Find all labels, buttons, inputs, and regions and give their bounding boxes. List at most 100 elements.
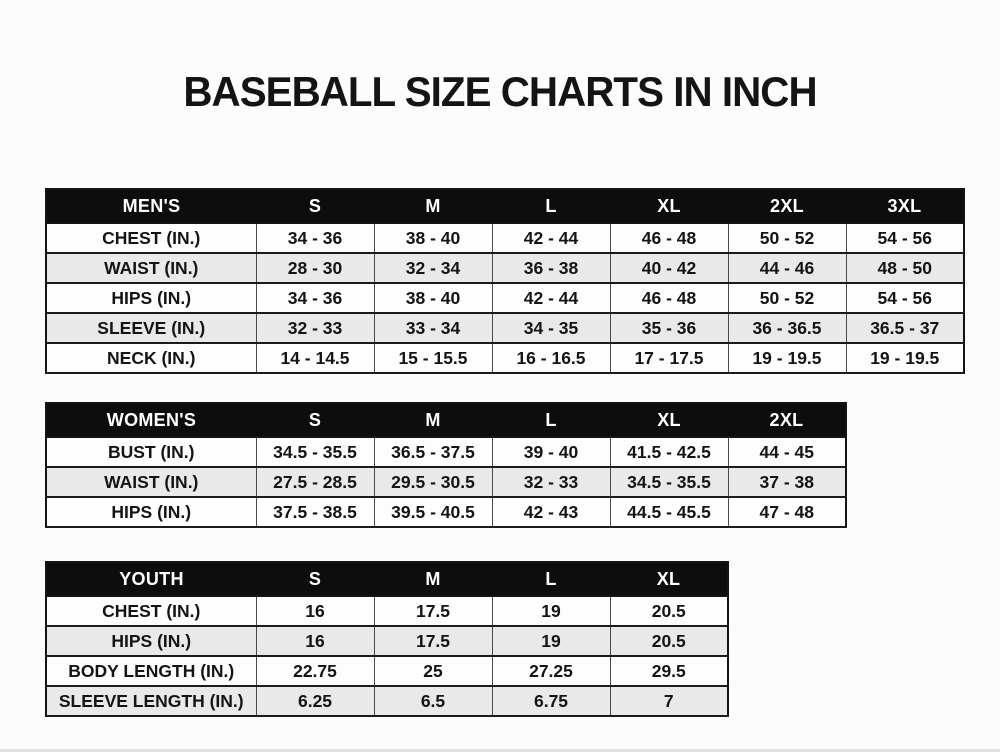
size-value: 16: [255, 625, 375, 657]
size-value: 29.5: [609, 655, 729, 687]
size-value: 47 - 48: [727, 496, 847, 528]
size-header-cell: XL: [610, 189, 728, 224]
size-header-cell: 2XL: [728, 189, 846, 224]
size-value: 33 - 34: [373, 312, 493, 344]
table-row: SLEEVE (IN.) 32 - 33 33 - 34 34 - 35 35 - 36…: [45, 312, 965, 344]
youth-table: YOUTH S M L XL CHEST (IN.) 16 17.5 19 20.5 HIPS (I…: [45, 561, 729, 717]
size-value: 48 - 50: [845, 252, 965, 284]
size-value: 32 - 33: [491, 466, 611, 498]
size-value: 44 - 46: [727, 252, 847, 284]
size-value: 50 - 52: [727, 282, 847, 314]
table-row: WAIST (IN.) 28 - 30 32 - 34 36 - 38 40 - 42 4…: [45, 252, 965, 284]
size-value: 37 - 38: [727, 466, 847, 498]
row-label: CHEST (IN.): [45, 222, 257, 254]
size-value: 38 - 40: [373, 222, 493, 254]
size-value: 6.25: [255, 685, 375, 717]
size-value: 28 - 30: [255, 252, 375, 284]
table-row: BUST (IN.) 34.5 - 35.5 36.5 - 37.5 39 - 40 4…: [45, 436, 847, 468]
size-value: 34 - 35: [491, 312, 611, 344]
table-row: BODY LENGTH (IN.) 22.75 25 27.25 29.5: [45, 655, 729, 687]
size-value: 54 - 56: [845, 282, 965, 314]
size-value: 34.5 - 35.5: [609, 466, 729, 498]
size-value: 22.75: [255, 655, 375, 687]
size-value: 14 - 14.5: [255, 342, 375, 374]
row-label: BUST (IN.): [45, 436, 257, 468]
size-value: 19 - 19.5: [845, 342, 965, 374]
row-label: SLEEVE LENGTH (IN.): [45, 685, 257, 717]
size-value: 44.5 - 45.5: [609, 496, 729, 528]
row-label: HIPS (IN.): [45, 625, 257, 657]
size-value: 25: [373, 655, 493, 687]
size-value: 36 - 36.5: [727, 312, 847, 344]
size-header-cell: L: [492, 562, 610, 597]
size-value: 54 - 56: [845, 222, 965, 254]
size-value: 42 - 44: [491, 282, 611, 314]
womens-size-table: WOMEN'S S M L XL 2XL BUST (IN.) 34.5 - 35.5 36.5…: [45, 402, 965, 528]
row-label: CHEST (IN.): [45, 595, 257, 627]
page-bottom-edge: [0, 749, 1000, 752]
size-value: 50 - 52: [727, 222, 847, 254]
size-header-cell: S: [256, 562, 374, 597]
header-row: MEN'S S M L XL 2XL 3XL: [46, 189, 964, 224]
womens-table: WOMEN'S S M L XL 2XL BUST (IN.) 34.5 - 35.5 36.5…: [45, 402, 847, 528]
size-value: 17 - 17.5: [609, 342, 729, 374]
size-value: 46 - 48: [609, 282, 729, 314]
size-value: 19: [491, 625, 611, 657]
header-row: WOMEN'S S M L XL 2XL: [46, 403, 846, 438]
size-header-cell: S: [256, 403, 374, 438]
table-row: HIPS (IN.) 16 17.5 19 20.5: [45, 625, 729, 657]
size-value: 16: [255, 595, 375, 627]
table-title-cell: MEN'S: [46, 189, 256, 224]
size-value: 19 - 19.5: [727, 342, 847, 374]
size-value: 37.5 - 38.5: [255, 496, 375, 528]
size-value: 46 - 48: [609, 222, 729, 254]
size-value: 29.5 - 30.5: [373, 466, 493, 498]
size-value: 32 - 33: [255, 312, 375, 344]
size-value: 15 - 15.5: [373, 342, 493, 374]
youth-size-table: YOUTH S M L XL CHEST (IN.) 16 17.5 19 20.5 HIPS (I…: [45, 561, 965, 717]
size-value: 38 - 40: [373, 282, 493, 314]
size-value: 36.5 - 37.5: [373, 436, 493, 468]
table-row: SLEEVE LENGTH (IN.) 6.25 6.5 6.75 7: [45, 685, 729, 717]
size-value: 39 - 40: [491, 436, 611, 468]
size-header-cell: 2XL: [728, 403, 846, 438]
row-label: SLEEVE (IN.): [45, 312, 257, 344]
size-value: 34 - 36: [255, 222, 375, 254]
row-label: WAIST (IN.): [45, 466, 257, 498]
table-title-cell: WOMEN'S: [46, 403, 256, 438]
size-value: 40 - 42: [609, 252, 729, 284]
size-header-cell: XL: [610, 562, 728, 597]
size-header-cell: S: [256, 189, 374, 224]
row-label: BODY LENGTH (IN.): [45, 655, 257, 687]
size-value: 36.5 - 37: [845, 312, 965, 344]
size-header-cell: L: [492, 403, 610, 438]
table-row: HIPS (IN.) 37.5 - 38.5 39.5 - 40.5 42 - 43 4…: [45, 496, 847, 528]
size-value: 19: [491, 595, 611, 627]
size-value: 39.5 - 40.5: [373, 496, 493, 528]
mens-size-table: MEN'S S M L XL 2XL 3XL CHEST (IN.) 34 - 36 38 - 4…: [45, 188, 965, 374]
size-value: 27.5 - 28.5: [255, 466, 375, 498]
size-value: 17.5: [373, 625, 493, 657]
table-row: CHEST (IN.) 16 17.5 19 20.5: [45, 595, 729, 627]
row-label: HIPS (IN.): [45, 282, 257, 314]
size-value: 44 - 45: [727, 436, 847, 468]
row-label: WAIST (IN.): [45, 252, 257, 284]
size-value: 32 - 34: [373, 252, 493, 284]
size-value: 42 - 43: [491, 496, 611, 528]
size-charts: MEN'S S M L XL 2XL 3XL CHEST (IN.) 34 - 36 38 - 4…: [45, 188, 965, 717]
size-value: 16 - 16.5: [491, 342, 611, 374]
size-header-cell: L: [492, 189, 610, 224]
size-value: 6.75: [491, 685, 611, 717]
size-value: 7: [609, 685, 729, 717]
size-value: 41.5 - 42.5: [609, 436, 729, 468]
table-row: HIPS (IN.) 34 - 36 38 - 40 42 - 44 46 - 48 50…: [45, 282, 965, 314]
size-header-cell: M: [374, 189, 492, 224]
size-value: 42 - 44: [491, 222, 611, 254]
page-title: BASEBALL SIZE CHARTS IN INCH: [183, 68, 817, 115]
header-row: YOUTH S M L XL: [46, 562, 728, 597]
size-value: 27.25: [491, 655, 611, 687]
size-header-cell: M: [374, 562, 492, 597]
size-value: 34 - 36: [255, 282, 375, 314]
table-title-cell: YOUTH: [46, 562, 256, 597]
size-header-cell: M: [374, 403, 492, 438]
